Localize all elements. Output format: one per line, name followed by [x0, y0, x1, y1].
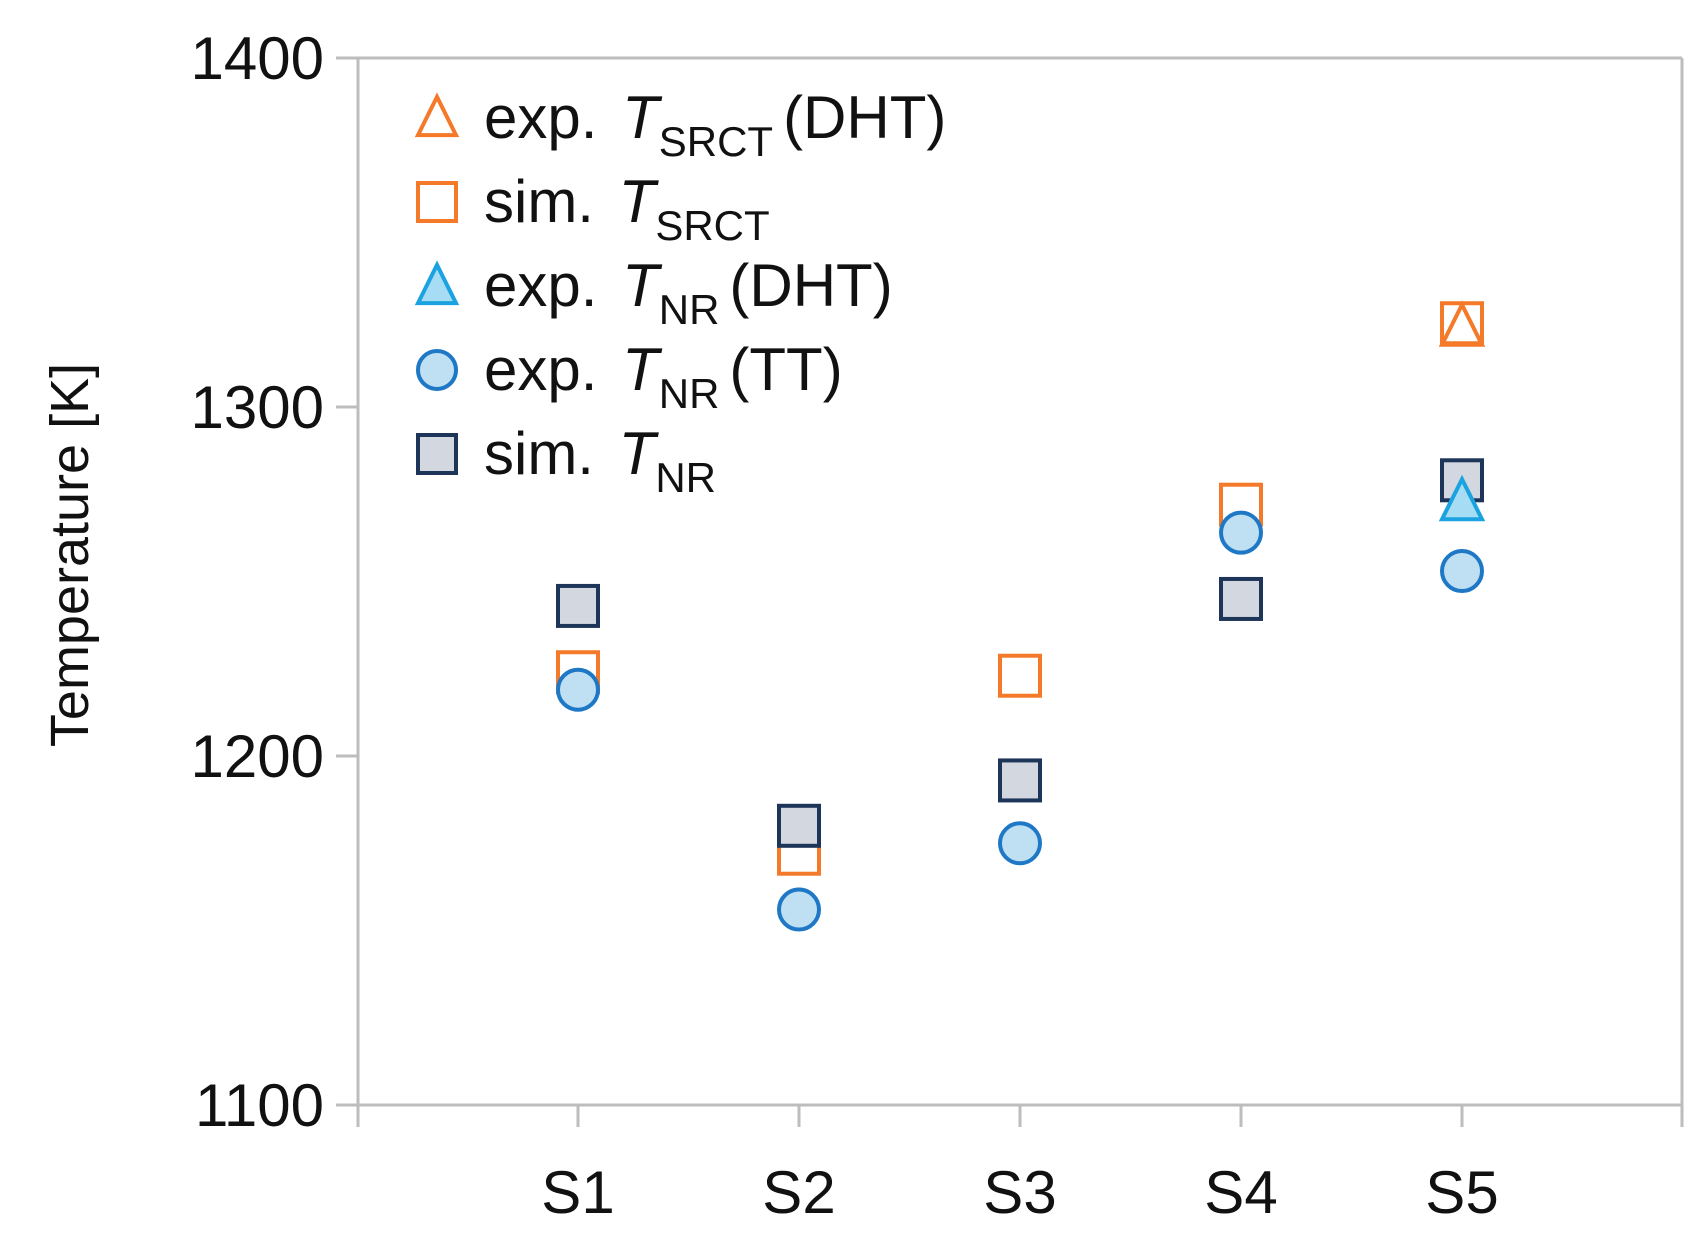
x-tick-label: S1: [541, 1159, 614, 1226]
legend-variable: T: [619, 168, 660, 235]
legend-square-icon: [416, 181, 458, 223]
legend-entry: sim. TSRCT: [416, 168, 770, 249]
series-srct-exp-dht: [1438, 300, 1486, 347]
legend-subscript: SRCT: [655, 202, 769, 249]
y-axis: 1100 1200 1300 1400: [191, 25, 358, 1139]
legend-label: exp. TNR (DHT): [484, 252, 893, 333]
legend-label: exp. TNR (TT): [484, 336, 843, 417]
legend-subscript: NR: [655, 454, 716, 501]
square-point-s5: [1440, 301, 1484, 346]
legend-prefix: sim.: [484, 420, 611, 487]
legend-subscript: SRCT: [659, 118, 773, 165]
legend-triangle-icon: [414, 92, 460, 138]
legend-variable: T: [622, 336, 663, 403]
legend-prefix: exp.: [484, 252, 614, 319]
legend-suffix: (DHT): [729, 252, 892, 319]
y-axis-label: Temperature [K]: [40, 363, 100, 747]
legend-suffix: (TT): [729, 336, 842, 403]
x-tick-label: S4: [1204, 1159, 1277, 1226]
triangle-point-s5: [1438, 474, 1486, 522]
square-point-s1: [556, 583, 600, 628]
data-points: [556, 300, 1486, 932]
legend-circle-icon: [416, 349, 458, 391]
legend-square-icon: [416, 433, 458, 475]
y-tick-label: 1200: [191, 723, 324, 790]
y-tick-label: 1100: [195, 1072, 324, 1139]
y-tick-label: 1300: [191, 374, 324, 441]
circle-point-s3: [998, 821, 1042, 866]
legend-variable: T: [619, 420, 660, 487]
x-axis: S1 S2 S3 S4 S5: [356, 1105, 1684, 1226]
legend-entry: exp. TNR (DHT): [414, 252, 893, 333]
series-nr-exp-tt: [556, 510, 1484, 932]
legend-subscript: NR: [659, 286, 720, 333]
legend-label: exp. TSRCT (DHT): [484, 84, 946, 165]
x-tick-label: S2: [762, 1159, 835, 1226]
x-tick-label: S5: [1425, 1159, 1498, 1226]
x-tick-label: S3: [983, 1159, 1056, 1226]
circle-point-s1: [556, 667, 600, 712]
legend-triangle-icon: [414, 260, 460, 306]
square-point-s3: [998, 653, 1042, 698]
series-nr-sim: [556, 458, 1484, 848]
square-point-s3: [998, 758, 1042, 803]
legend-label: sim. TSRCT: [484, 168, 770, 249]
circle-point-s5: [1440, 549, 1484, 594]
legend-label: sim. TNR: [484, 420, 716, 501]
legend-suffix: (DHT): [783, 84, 946, 151]
legend-entry: sim. TNR: [416, 420, 716, 501]
legend-entry: exp. TNR (TT): [416, 336, 843, 417]
y-tick-label: 1400: [191, 25, 324, 92]
circle-point-s2: [777, 887, 821, 932]
square-point-s4: [1219, 576, 1263, 621]
legend-entry: exp. TSRCT (DHT): [414, 84, 946, 165]
legend-prefix: sim.: [484, 168, 611, 235]
legend-prefix: exp.: [484, 84, 614, 151]
square-point-s2: [777, 803, 821, 848]
legend-variable: T: [622, 252, 663, 319]
legend-subscript: NR: [659, 370, 720, 417]
legend-prefix: exp.: [484, 336, 614, 403]
series-nr-exp-dht: [1438, 474, 1486, 522]
legend-variable: T: [622, 84, 663, 151]
circle-point-s4: [1219, 510, 1263, 555]
triangle-point-s5: [1438, 300, 1486, 347]
